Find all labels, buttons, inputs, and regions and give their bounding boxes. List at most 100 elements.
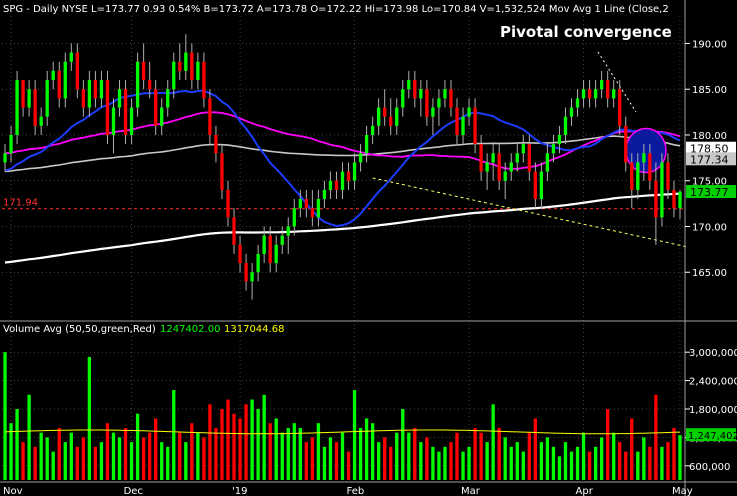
volume-bar: [244, 404, 248, 480]
candle: [648, 144, 652, 190]
volume-bar: [358, 427, 363, 480]
time-tick-label: Dec: [124, 486, 143, 496]
candle: [497, 144, 501, 190]
candle-body: [135, 61, 140, 108]
candle-body: [123, 89, 128, 135]
price-tick-label: 180.00: [692, 131, 727, 142]
price-label: 173.77: [686, 184, 736, 199]
volume-bar: [238, 418, 242, 480]
candle-body: [461, 116, 465, 135]
candle: [21, 80, 25, 117]
candle-body: [612, 89, 616, 99]
volume-bar: [437, 451, 441, 480]
volume-average-line: [4, 429, 681, 435]
volume-bar: [455, 432, 459, 480]
volume-bar: [636, 451, 640, 480]
candle: [334, 171, 339, 200]
price-tick-label: 190.00: [692, 39, 727, 50]
price-label-box: [686, 141, 736, 155]
candle-body: [184, 52, 188, 71]
candle: [606, 70, 610, 108]
volume-bar: [545, 437, 550, 480]
candle: [461, 107, 465, 145]
volume-bar: [214, 427, 218, 480]
volume-bar: [268, 423, 272, 480]
candle: [563, 107, 568, 145]
candlesticks: [3, 34, 682, 300]
candle: [419, 80, 423, 117]
candle-body: [346, 171, 351, 181]
candle-body: [624, 125, 628, 163]
candle: [437, 89, 441, 126]
candle: [328, 171, 333, 200]
candle-body: [196, 61, 200, 81]
candle-body: [256, 253, 260, 273]
volume-tick-label: 1,800,000: [689, 405, 737, 416]
volume-bar: [587, 451, 592, 480]
candle: [27, 80, 31, 117]
candle-body: [425, 89, 429, 117]
candle-body: [286, 226, 290, 236]
candle-body: [569, 107, 574, 117]
time-tick-label: May: [672, 486, 693, 496]
candle: [666, 153, 670, 200]
candle-body: [389, 116, 393, 126]
volume-bar: [117, 437, 122, 480]
candle-body: [322, 189, 327, 200]
candle: [557, 125, 562, 154]
candle-body: [57, 70, 61, 99]
volume-bar: [533, 418, 538, 480]
volume-bar: [310, 437, 315, 480]
volume-bar: [370, 423, 375, 480]
candle-body: [443, 89, 447, 99]
candle-body: [190, 52, 194, 81]
volume-bar: [569, 451, 574, 480]
candle: [569, 98, 574, 126]
candle: [166, 80, 170, 117]
candle-body: [352, 162, 357, 181]
volume-bar: [413, 427, 417, 480]
candle: [15, 70, 19, 145]
candle: [214, 125, 218, 163]
volume-tick-label: 3,000,000: [689, 348, 737, 359]
time-tick-label: Apr: [576, 486, 594, 496]
volume-bar: [166, 446, 170, 480]
candle-body: [45, 80, 49, 117]
volume-bar: [383, 437, 387, 480]
volume-bar: [503, 437, 507, 480]
volume-bar: [75, 446, 79, 480]
volume-bar: [57, 427, 61, 480]
candle-body: [141, 61, 146, 81]
reference-line: 171.94: [2, 198, 683, 210]
volume-bar: [425, 437, 429, 480]
candle: [81, 80, 86, 117]
candle-body: [160, 107, 164, 126]
volume-bar: [87, 356, 92, 480]
candle-body: [551, 144, 556, 154]
volume-bar: [624, 451, 628, 480]
price-label: 177.34: [686, 152, 736, 166]
candle-body: [238, 244, 242, 264]
volume-bar: [509, 446, 513, 480]
candle: [111, 98, 116, 154]
candle: [184, 34, 188, 81]
volume-bar: [328, 437, 333, 480]
candle: [250, 263, 254, 300]
price-tick-label: 175.00: [692, 177, 727, 188]
candle-body: [268, 235, 272, 264]
volume-bar: [467, 446, 471, 480]
candle: [298, 189, 302, 218]
candle-body: [166, 89, 170, 108]
volume-bar: [575, 446, 580, 480]
volume-bar: [515, 442, 519, 480]
volume-bar: [33, 446, 37, 480]
candle-body: [358, 153, 363, 163]
candle: [280, 226, 284, 254]
candle: [93, 70, 98, 108]
candle-body: [3, 153, 7, 163]
candle: [672, 180, 676, 218]
volume-title: Volume Avg (50,50,green,Red): [3, 324, 156, 335]
candle: [208, 89, 212, 145]
